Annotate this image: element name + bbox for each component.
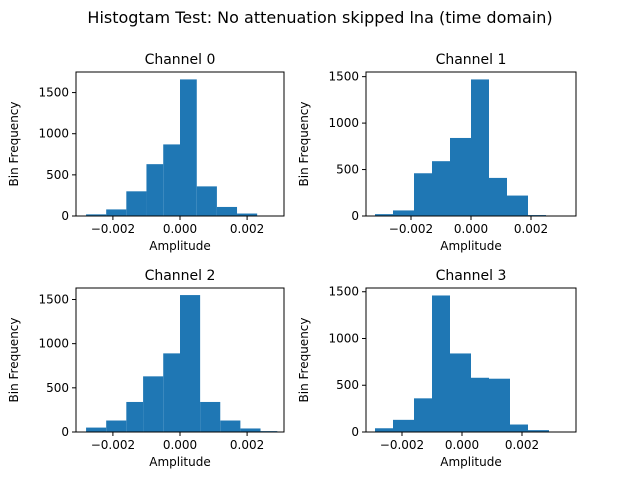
ch1-xtick-label-1: 0.000 xyxy=(454,222,488,236)
ch2-ytick-label-3: 1500 xyxy=(38,292,69,306)
ch1-bar-1 xyxy=(393,210,414,216)
ch0-ytick-label-3: 1500 xyxy=(38,86,69,100)
figure-suptitle: Histogtam Test: No attenuation skipped l… xyxy=(87,8,553,27)
ch3-xtick-label-1: 0.000 xyxy=(445,438,479,452)
ch1-bar-2 xyxy=(414,173,432,216)
ch1-ytick-label-2: 1000 xyxy=(328,116,359,130)
ch3-bar-0 xyxy=(375,428,393,432)
ch3-bar-8 xyxy=(528,430,549,432)
ch3-xtick-label-0: −0.002 xyxy=(380,438,424,452)
ch3-bar-2 xyxy=(414,398,432,432)
ch0-ytick-label-2: 1000 xyxy=(38,127,69,141)
ch0-xlabel: Amplitude xyxy=(149,239,211,253)
ch3-ytick-label-2: 1000 xyxy=(328,331,359,345)
ch0-bar-6 xyxy=(196,186,217,216)
ch0-bar-4 xyxy=(163,144,180,216)
ch1-ytick-label-0: 0 xyxy=(351,209,359,223)
ch2-bar-6 xyxy=(200,401,221,432)
ch0-xtick-label-0: −0.002 xyxy=(91,222,135,236)
ch0-bar-3 xyxy=(146,164,164,216)
ch0-bar-2 xyxy=(126,191,147,216)
ch1-xtick-label-2: 0.002 xyxy=(514,222,548,236)
ch0-xtick-label-1: 0.000 xyxy=(163,222,197,236)
ch2-xlabel: Amplitude xyxy=(149,455,211,469)
ch3-ylabel: Bin Frequency xyxy=(297,318,311,403)
ch1-xlabel: Amplitude xyxy=(440,239,502,253)
ch3-ytick-label-1: 500 xyxy=(336,378,359,392)
ch1-ytick-label-3: 1500 xyxy=(328,70,359,84)
ch3-axes-frame xyxy=(365,287,577,433)
ch3-xtick-label-2: 0.002 xyxy=(505,438,539,452)
ch0-bar-8 xyxy=(237,213,258,216)
ch1-bar-4 xyxy=(450,137,471,216)
ch0-bar-0 xyxy=(86,214,107,216)
ch2-bar-8 xyxy=(240,428,261,432)
ch1-bar-5 xyxy=(471,79,489,217)
ch2-bar-4 xyxy=(163,353,180,432)
ch2-bar-0 xyxy=(86,427,107,432)
ch2-ytick-label-1: 500 xyxy=(46,381,69,395)
ch1-bar-3 xyxy=(432,161,450,216)
ch2-ytick-label-0: 0 xyxy=(61,425,69,439)
ch0-title: Channel 0 xyxy=(145,52,216,68)
ch2-ylabel: Bin Frequency xyxy=(7,318,21,403)
ch3-bar-5 xyxy=(471,377,489,432)
ch1-title: Channel 1 xyxy=(436,52,507,68)
ch3-bar-6 xyxy=(489,378,510,432)
ch0-ytick-label-0: 0 xyxy=(61,209,69,223)
ch2-title: Channel 2 xyxy=(145,268,216,284)
ch1-bar-6 xyxy=(489,177,507,216)
ch2-bar-7 xyxy=(220,420,241,432)
ch1-ytick-label-1: 500 xyxy=(336,163,359,177)
ch1-bar-0 xyxy=(375,214,393,216)
ch0-bar-7 xyxy=(216,206,238,216)
ch2-bar-5 xyxy=(180,295,201,432)
ch0-ytick-label-1: 500 xyxy=(46,168,69,182)
ch0-bar-5 xyxy=(180,79,197,216)
ch2-xtick-label-2: 0.002 xyxy=(230,438,264,452)
ch3-ytick-label-3: 1500 xyxy=(328,285,359,299)
ch2-ytick-label-2: 1000 xyxy=(38,337,69,351)
ch0-xtick-label-2: 0.002 xyxy=(230,222,264,236)
ch1-xtick-label-0: −0.002 xyxy=(389,222,433,236)
ch2-bar-3 xyxy=(143,376,164,432)
ch3-bar-7 xyxy=(510,424,528,432)
ch1-ylabel: Bin Frequency xyxy=(297,102,311,187)
ch2-xtick-label-0: −0.002 xyxy=(91,438,135,452)
ch3-ytick-label-0: 0 xyxy=(351,425,359,439)
ch0-ylabel: Bin Frequency xyxy=(7,102,21,187)
ch3-bar-1 xyxy=(393,419,414,432)
ch3-title: Channel 3 xyxy=(436,268,507,284)
ch3-xlabel: Amplitude xyxy=(440,455,502,469)
ch3-bar-3 xyxy=(432,295,450,432)
ch0-bar-1 xyxy=(106,209,127,216)
ch2-bar-1 xyxy=(106,420,127,432)
ch2-bar-2 xyxy=(126,401,144,432)
ch3-bar-4 xyxy=(450,353,471,432)
ch1-bar-7 xyxy=(507,195,528,216)
ch2-xtick-label-1: 0.000 xyxy=(163,438,197,452)
